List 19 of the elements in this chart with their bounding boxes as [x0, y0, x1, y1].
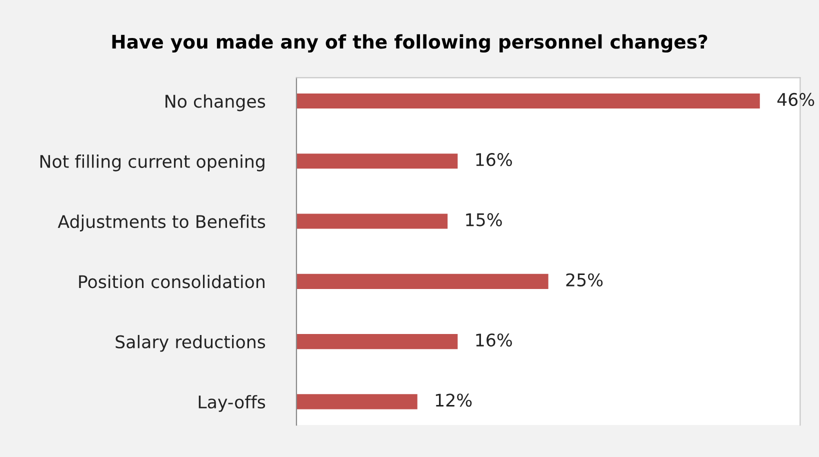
y-tick-label: Not filling current opening	[40, 154, 264, 172]
data-label: 15%	[466, 213, 502, 226]
chart-title: Have you made any of the following personnel changes?	[112, 34, 708, 53]
data-label: 46%	[777, 92, 814, 106]
data-label: 16%	[476, 153, 512, 166]
data-label: 12%	[436, 394, 472, 407]
bar	[296, 334, 458, 350]
bar	[296, 93, 760, 109]
data-label: 25%	[566, 273, 603, 286]
y-tick-label: Position consolidation	[79, 274, 264, 288]
bar	[296, 154, 458, 169]
y-tick-label: Lay-offs	[198, 395, 266, 412]
y-tick-label: Adjustments to Benefits	[58, 214, 266, 232]
bar	[296, 394, 418, 410]
y-tick-label: No changes	[166, 94, 266, 112]
bar	[296, 274, 548, 289]
bar	[296, 214, 448, 229]
data-label: 16%	[476, 333, 512, 347]
y-tick-label: Salary reductions	[116, 334, 266, 352]
